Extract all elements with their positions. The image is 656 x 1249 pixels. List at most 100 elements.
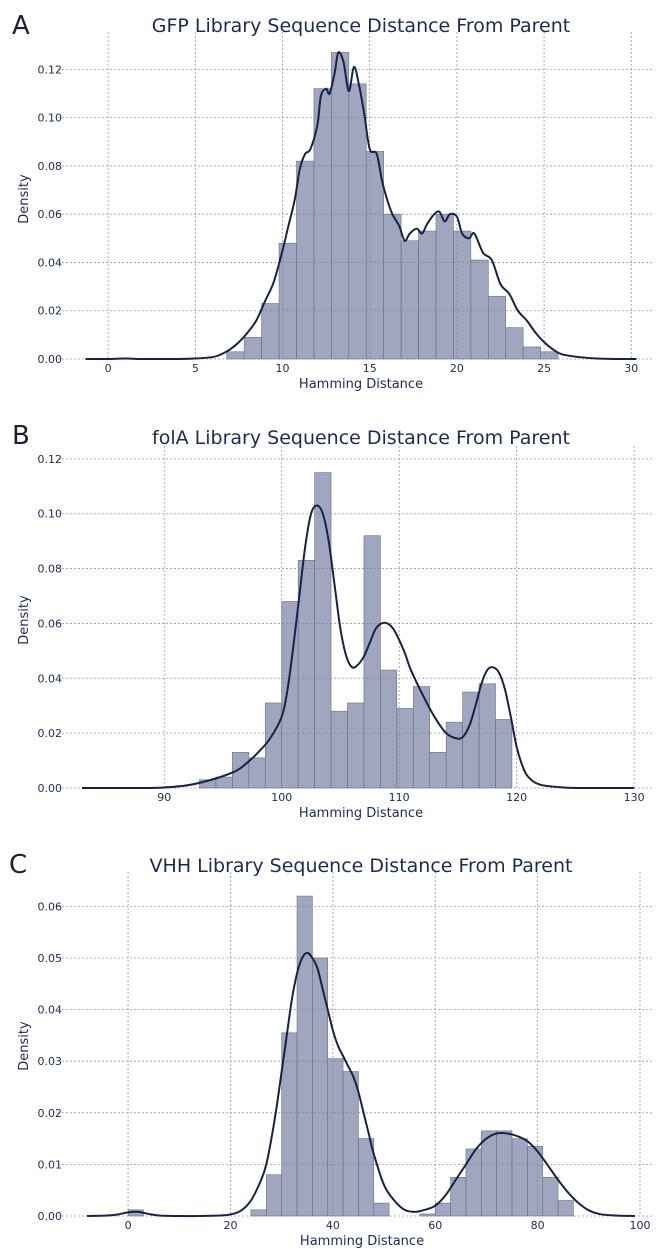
tick-labels-a: 0 5 10 15 20 25 30 0.00 0.02 0.04 0.06 0.08 0.10 0.12 — [38, 63, 639, 375]
y-tick-label-a-3: 0.06 — [38, 208, 63, 221]
y-tick-label-a-1: 0.02 — [38, 305, 63, 318]
y-tick-label-c-5: 0.05 — [38, 952, 63, 965]
x-tick-label-a-3: 15 — [363, 362, 377, 375]
x-tick-label-b-3: 120 — [506, 791, 527, 804]
y-axis-label-c: Density — [17, 1021, 32, 1071]
tick-labels-c: 0 20 40 60 80 100 0.00 0.01 0.02 0.03 0.04 0.05 0.06 — [38, 900, 651, 1232]
bar-b-17 — [478, 683, 496, 789]
bar-a-18 — [540, 351, 559, 360]
chart-title-a: GFP Library Sequence Distance From Paren… — [152, 15, 570, 37]
bar-a-15 — [487, 295, 507, 360]
bar-a-2 — [261, 303, 280, 360]
bar-b-8 — [330, 710, 348, 789]
x-tick-label-b-4: 130 — [624, 791, 645, 804]
y-tick-label-c-3: 0.03 — [38, 1055, 63, 1068]
bar-a-0 — [226, 351, 245, 360]
y-tick-label-c-1: 0.01 — [38, 1158, 63, 1171]
bar-b-9 — [347, 702, 365, 789]
y-tick-label-b-2: 0.04 — [38, 672, 63, 685]
histogram-bars-b — [199, 472, 513, 789]
bar-a-16 — [505, 327, 524, 360]
y-tick-label-b-0: 0.00 — [38, 782, 63, 795]
histogram-bars-a — [226, 52, 559, 360]
x-tick-label-a-2: 10 — [276, 362, 290, 375]
x-tick-label-c-4: 80 — [531, 1219, 545, 1232]
bar-b-15 — [445, 721, 463, 789]
y-tick-label-a-6: 0.12 — [38, 63, 63, 76]
x-tick-label-b-2: 110 — [389, 791, 410, 804]
kde-line-a — [85, 51, 637, 361]
bar-c-19 — [557, 1200, 574, 1217]
panel-a: A GFP Library Sequence Distance From Par… — [12, 11, 654, 392]
bar-c-15 — [496, 1130, 513, 1217]
y-tick-label-b-6: 0.12 — [38, 453, 63, 466]
bar-c-16 — [511, 1138, 528, 1217]
panel-letter-a: A — [12, 11, 30, 41]
bar-a-17 — [522, 346, 541, 360]
bar-a-1 — [243, 336, 262, 360]
bar-b-2 — [232, 752, 250, 789]
x-tick-label-c-3: 60 — [428, 1219, 442, 1232]
x-tick-label-a-0: 0 — [105, 362, 112, 375]
x-tick-label-a-5: 25 — [537, 362, 551, 375]
density-curve-b — [81, 504, 635, 790]
bar-a-6 — [331, 52, 350, 360]
bar-b-1 — [215, 776, 233, 789]
y-tick-label-a-0: 0.00 — [38, 353, 63, 366]
chart-title-b: folA Library Sequence Distance From Pare… — [152, 427, 570, 449]
x-tick-label-b-0: 90 — [157, 791, 171, 804]
panel-c: C VHH Library Sequence Distance From Par… — [9, 850, 654, 1249]
x-tick-label-c-5: 100 — [630, 1219, 651, 1232]
panel-letter-b: B — [12, 421, 30, 451]
y-tick-label-c-6: 0.06 — [38, 900, 63, 913]
x-tick-label-a-6: 30 — [624, 362, 638, 375]
bar-a-4 — [296, 160, 315, 360]
x-axis-label-a: Hamming Distance — [299, 377, 423, 392]
bar-b-14 — [429, 752, 447, 789]
bar-b-3 — [248, 757, 266, 789]
bar-b-6 — [297, 560, 315, 789]
chart-title-c: VHH Library Sequence Distance From Paren… — [150, 855, 573, 877]
y-tick-label-b-1: 0.02 — [38, 727, 63, 740]
bar-c-8 — [358, 1138, 375, 1217]
histogram-bars-c — [127, 895, 574, 1217]
y-tick-label-c-4: 0.04 — [38, 1004, 63, 1017]
y-tick-label-a-5: 0.10 — [38, 112, 63, 125]
panel-b: B folA Library Sequence Distance From Pa… — [12, 421, 654, 821]
y-tick-label-b-4: 0.08 — [38, 563, 63, 576]
bar-a-13 — [453, 230, 472, 360]
bar-a-9 — [383, 213, 402, 360]
x-axis-label-c: Hamming Distance — [300, 1234, 424, 1249]
y-tick-label-c-2: 0.02 — [38, 1107, 63, 1120]
y-tick-label-a-4: 0.08 — [38, 160, 63, 173]
kde-line-b — [81, 504, 635, 790]
bar-c-7 — [342, 1071, 359, 1217]
bar-b-7 — [314, 472, 332, 789]
bar-a-7 — [348, 83, 367, 360]
density-curve-a — [85, 51, 637, 361]
bar-c-6 — [327, 1058, 344, 1217]
bar-b-13 — [412, 686, 431, 789]
y-tick-label-a-2: 0.04 — [38, 256, 63, 269]
bar-a-3 — [278, 242, 297, 360]
bar-b-16 — [462, 691, 480, 789]
y-axis-label-b: Density — [17, 595, 32, 645]
panel-letter-c: C — [9, 850, 27, 880]
kde-line-c — [87, 951, 635, 1218]
bar-c-18 — [542, 1176, 559, 1217]
x-axis-label-b: Hamming Distance — [299, 806, 423, 821]
bar-c-4 — [296, 895, 313, 1217]
bar-c-2 — [265, 1174, 282, 1217]
x-tick-label-c-2: 40 — [326, 1219, 340, 1232]
bar-b-12 — [396, 708, 414, 789]
x-tick-label-c-0: 0 — [125, 1219, 132, 1232]
y-tick-label-c-0: 0.00 — [38, 1210, 63, 1223]
bar-b-4 — [264, 702, 283, 789]
x-tick-label-c-1: 20 — [223, 1219, 237, 1232]
density-curve-c — [87, 951, 635, 1218]
bar-a-11 — [418, 230, 437, 360]
bar-a-12 — [435, 213, 454, 360]
x-tick-label-a-4: 20 — [450, 362, 464, 375]
x-tick-label-b-1: 100 — [271, 791, 292, 804]
